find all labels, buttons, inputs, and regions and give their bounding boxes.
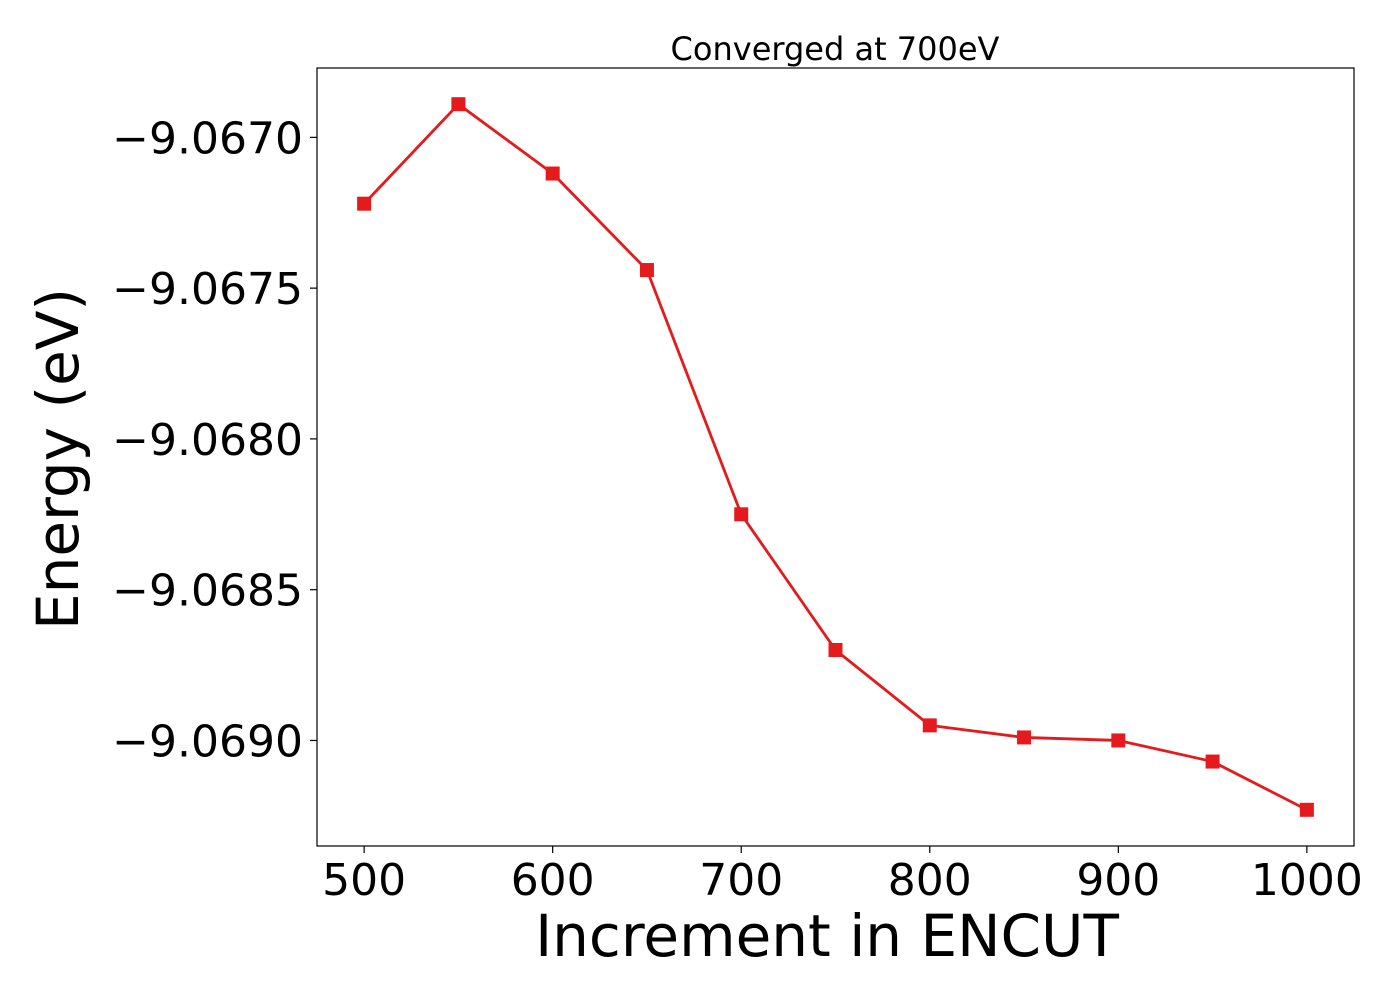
x-tick-label: 600 — [511, 855, 595, 906]
x-tick-label: 500 — [322, 855, 406, 906]
data-point-marker — [922, 718, 937, 733]
y-tick-label: −9.0670 — [112, 113, 303, 164]
x-tick-label: 900 — [1076, 855, 1160, 906]
series-line — [363, 102, 1308, 812]
plot-area-frame — [316, 67, 1355, 847]
x-tick-label: 800 — [888, 855, 972, 906]
data-point-marker — [734, 507, 749, 522]
y-axis-ticks: −9.0670 −9.0675 −9.0680 −9.0685 −9.0690 — [112, 113, 317, 767]
data-point-marker — [1299, 802, 1314, 817]
data-point-marker — [1017, 730, 1032, 745]
y-tick-label: −9.0675 — [112, 264, 303, 315]
data-point-marker — [545, 166, 560, 181]
y-tick-label: −9.0685 — [112, 566, 303, 617]
data-point-marker — [357, 196, 372, 211]
data-point-marker — [828, 642, 843, 657]
y-tick-label: −9.0680 — [112, 415, 303, 466]
data-point-marker — [1205, 754, 1220, 769]
data-point-marker — [639, 263, 654, 278]
x-tick-label: 1000 — [1251, 855, 1363, 906]
data-point-marker — [1111, 733, 1126, 748]
y-tick-label: −9.0690 — [112, 716, 303, 767]
x-axis-label: Increment in ENCUT — [535, 902, 1119, 970]
series-layer — [357, 97, 1314, 817]
x-axis-ticks: 500 600 700 800 900 1000 — [322, 846, 1363, 906]
x-tick-label: 700 — [699, 855, 783, 906]
y-axis-label: Energy (eV) — [24, 288, 92, 630]
chart-title: Converged at 700eV — [671, 30, 1000, 68]
data-point-marker — [451, 97, 466, 112]
